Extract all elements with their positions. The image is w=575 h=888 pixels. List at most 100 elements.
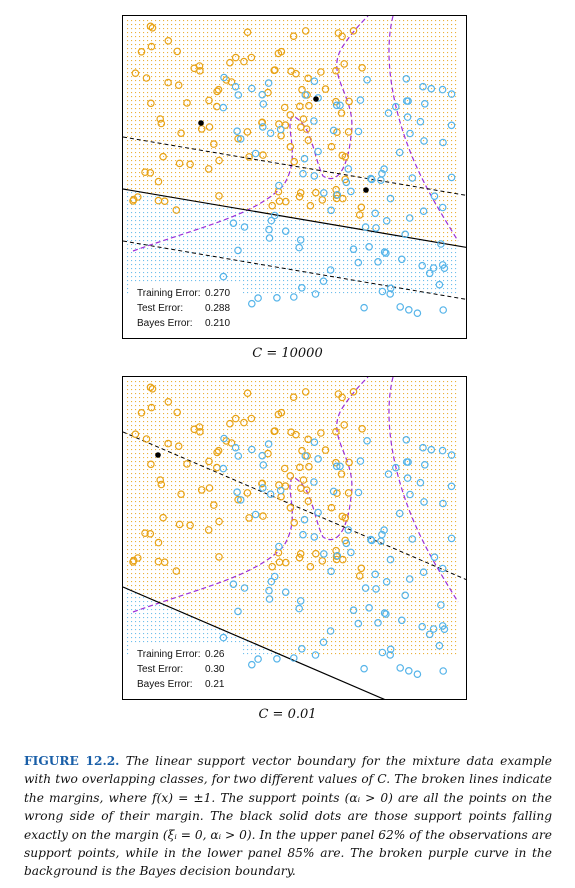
error-legend-bg (131, 282, 241, 332)
figure-label: FIGURE 12.2. (24, 754, 120, 768)
orange-point (159, 152, 167, 161)
orange-point (277, 131, 285, 140)
blue-point (281, 227, 290, 236)
orange-point (245, 514, 253, 522)
orange-point (156, 476, 165, 484)
blue-point (310, 438, 319, 446)
blue-point (354, 127, 363, 136)
plot-svg-top: Training Error: 0.270 Test Error: 0.288 Baye… (123, 16, 466, 332)
blue-point (418, 622, 427, 631)
orange-point (280, 464, 289, 473)
blue-point (267, 577, 276, 586)
plot-svg-bottom: Training Error: 0.26 Test Error: 0.30 Bayes … (123, 377, 466, 699)
orange-point (214, 446, 223, 455)
orange-point (338, 512, 347, 521)
orange-point (332, 427, 340, 436)
blue-point (264, 440, 273, 448)
margin-support-dot (313, 96, 319, 102)
orange-point (282, 558, 290, 567)
blue-point (438, 564, 447, 573)
blue-point (419, 207, 428, 216)
blue-point (254, 294, 262, 302)
orange-point (302, 486, 311, 494)
figure-caption: FIGURE 12.2. The linear support vector b… (24, 752, 552, 881)
orange-point (147, 42, 156, 51)
orange-point (268, 562, 277, 571)
blue-point (259, 461, 268, 469)
panel-caption-top: C = 10000 (252, 346, 323, 361)
orange-point (137, 408, 146, 417)
blue-point (258, 451, 267, 460)
blue-point (326, 266, 335, 274)
orange-point (259, 151, 267, 159)
svm-decision-line (123, 188, 466, 248)
orange-point (258, 479, 267, 488)
blue-point (420, 100, 429, 108)
blue-point (425, 269, 434, 278)
blue-point (420, 498, 428, 506)
blue-point (447, 173, 456, 182)
blue-point (300, 515, 309, 524)
blue-point (363, 75, 371, 84)
blue-point (438, 203, 447, 212)
orange-point (164, 397, 173, 406)
orange-point (302, 125, 311, 133)
blue-point (219, 272, 228, 281)
data-points (129, 22, 456, 318)
orange-point (196, 427, 204, 436)
blue-point (231, 82, 240, 91)
blue-point (354, 258, 363, 267)
error-value: 0.21 (205, 679, 225, 690)
orange-point (226, 419, 234, 428)
blue-point (333, 191, 342, 199)
blue-point (236, 496, 245, 504)
upper-margin-line (123, 431, 466, 580)
orange-point (222, 76, 231, 84)
orange-point (213, 87, 221, 96)
blue-point (401, 230, 410, 239)
blue-point (406, 129, 414, 138)
orange-point (173, 47, 182, 56)
orange-point (337, 470, 346, 478)
orange-point (204, 526, 213, 534)
blue-point (404, 458, 412, 466)
blue-point (326, 627, 335, 635)
orange-point (159, 513, 167, 522)
orange-point (301, 27, 310, 35)
blue-point (248, 299, 256, 308)
blue-point (319, 277, 328, 286)
blue-point (391, 463, 400, 472)
error-value: 0.288 (205, 303, 230, 314)
orange-point (243, 489, 252, 497)
orange-point (160, 197, 169, 206)
blue-point (396, 664, 405, 672)
orange-point (172, 206, 181, 214)
orange-point (299, 115, 308, 123)
orange-point (295, 192, 304, 201)
orange-point (215, 156, 223, 165)
blue-point (363, 436, 371, 445)
margin-support-dot (155, 452, 161, 458)
blue-point (327, 206, 335, 215)
blue-point (438, 622, 447, 630)
orange-point (268, 201, 277, 210)
blue-point (296, 597, 305, 605)
blue-point (386, 645, 395, 654)
blue-point (233, 488, 241, 497)
blue-point (416, 478, 425, 487)
blue-point (310, 117, 318, 125)
orange-point (154, 177, 163, 186)
blue-point (447, 534, 456, 543)
orange-point (177, 490, 185, 499)
orange-point (146, 169, 155, 177)
blue-point (270, 211, 279, 220)
orange-point (271, 66, 279, 74)
blue-point (320, 550, 328, 558)
blue-point (275, 542, 283, 551)
blue-point (419, 568, 428, 577)
blue-point (259, 123, 267, 131)
blue-point (386, 651, 395, 659)
orange-point (289, 393, 298, 402)
bayes-boundary-right (388, 377, 459, 603)
blue-point (234, 607, 242, 616)
